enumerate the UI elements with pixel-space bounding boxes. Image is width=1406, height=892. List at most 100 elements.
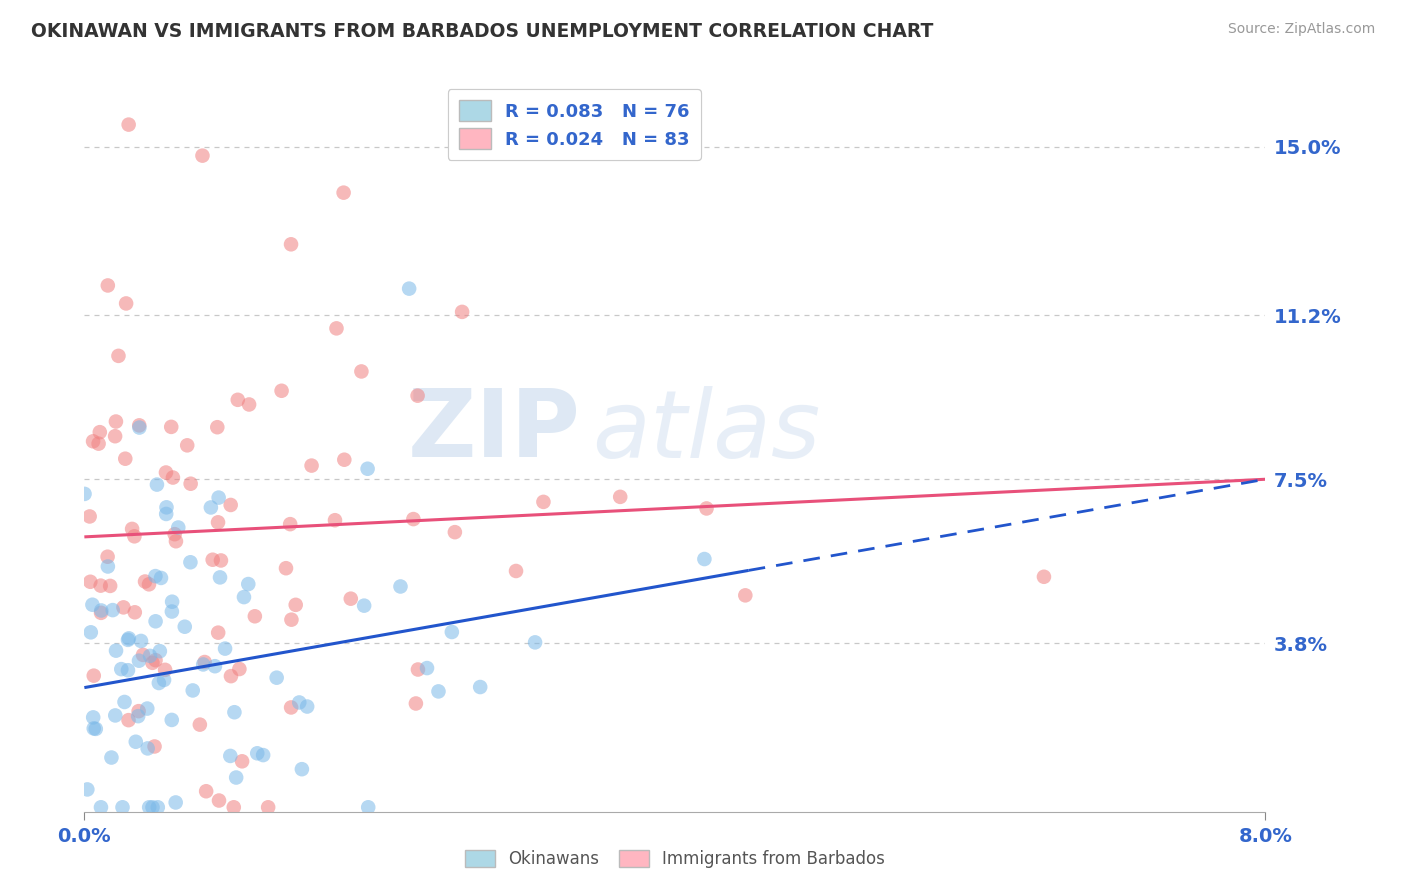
Point [114,695,136,709]
Point [104,415,127,429]
Point [141,800,163,814]
Point [79,509,101,524]
Point [280,237,302,252]
Point [165,796,187,810]
Point [246,747,269,761]
Point [155,507,177,521]
Point [114,451,136,466]
Point [73,487,96,501]
Point [209,553,232,567]
Point [257,800,280,814]
Point [104,429,127,443]
Point [219,498,242,512]
Point [97,559,120,574]
Legend: R = 0.083   N = 76, R = 0.024   N = 83: R = 0.083 N = 76, R = 0.024 N = 83 [447,89,700,160]
Point [180,476,202,491]
Point [160,595,183,609]
Point [1033,570,1056,584]
Point [146,800,169,814]
Point [90,603,112,617]
Point [132,648,155,662]
Point [117,632,139,647]
Point [353,599,375,613]
Text: ZIP: ZIP [408,385,581,477]
Point [696,501,718,516]
Point [145,615,167,629]
Point [148,676,170,690]
Point [176,438,198,452]
Point [179,555,201,569]
Point [160,605,183,619]
Point [207,420,229,434]
Point [389,580,412,594]
Point [350,364,373,378]
Point [288,696,311,710]
Point [226,392,249,407]
Point [97,549,120,564]
Point [266,671,288,685]
Point [204,659,226,673]
Point [533,495,555,509]
Point [162,470,184,484]
Point [280,613,302,627]
Point [145,569,167,583]
Point [101,603,124,617]
Point [693,552,716,566]
Point [97,278,120,293]
Point [325,321,347,335]
Point [193,657,215,672]
Point [405,697,427,711]
Point [128,704,150,718]
Point [128,420,150,434]
Point [150,571,173,585]
Point [609,490,631,504]
Point [111,800,134,814]
Point [470,680,492,694]
Point [149,644,172,658]
Point [173,620,195,634]
Point [734,588,756,602]
Point [98,579,121,593]
Point [270,384,292,398]
Point [155,500,177,515]
Point [208,570,231,584]
Point [505,564,527,578]
Point [451,305,474,319]
Point [284,598,307,612]
Text: atlas: atlas [592,386,821,477]
Point [127,709,149,723]
Point [118,118,141,132]
Point [278,517,301,532]
Point [333,452,356,467]
Point [301,458,323,473]
Point [87,436,110,450]
Point [406,663,429,677]
Point [195,784,218,798]
Point [139,648,162,663]
Point [138,577,160,591]
Point [118,632,141,646]
Point [207,516,229,530]
Point [134,574,156,589]
Point [90,800,112,814]
Point [225,771,247,785]
Point [444,525,467,540]
Point [181,683,204,698]
Point [416,661,439,675]
Point [214,641,236,656]
Point [110,662,132,676]
Point [243,609,266,624]
Point [136,701,159,715]
Point [80,625,103,640]
Point [427,684,450,698]
Point [82,710,104,724]
Point [84,722,107,736]
Point [398,282,420,296]
Point [89,425,111,439]
Point [82,598,104,612]
Point [121,522,143,536]
Text: OKINAWAN VS IMMIGRANTS FROM BARBADOS UNEMPLOYMENT CORRELATION CHART: OKINAWAN VS IMMIGRANTS FROM BARBADOS UNE… [31,22,934,41]
Point [117,663,139,677]
Point [228,662,250,676]
Point [129,634,152,648]
